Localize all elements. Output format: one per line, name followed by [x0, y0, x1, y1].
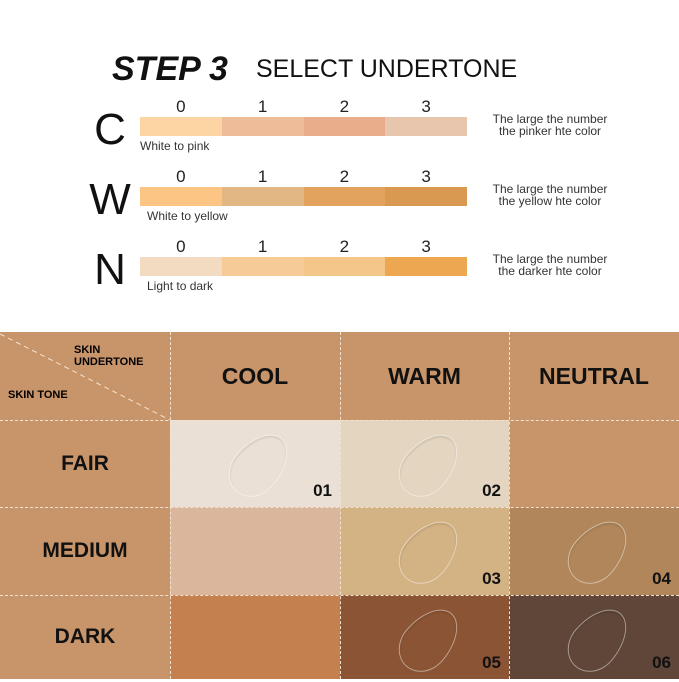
- undertone-letter: C: [94, 105, 126, 154]
- swatch-smear: [557, 597, 639, 682]
- color-scale-bar: [140, 187, 467, 206]
- scale-caption: White to pink: [140, 139, 210, 153]
- undertone-letter: N: [94, 245, 126, 294]
- swatch-smear: [218, 422, 300, 508]
- shade-cell: [170, 595, 340, 679]
- shade-cell[interactable]: 04: [509, 507, 679, 595]
- grid-divider: [0, 420, 679, 421]
- column-header: WARM: [388, 362, 461, 389]
- scale-number: 1: [257, 237, 268, 256]
- corner-skintone-label: SKIN TONE: [8, 389, 68, 401]
- row-header: MEDIUM: [42, 539, 128, 562]
- row-header: DARK: [54, 625, 116, 648]
- scale-number: 1: [257, 167, 268, 186]
- swatch-smear: [388, 422, 470, 508]
- column-header: COOL: [221, 362, 289, 389]
- scale-note: The large the number the pinker hte color: [486, 113, 614, 137]
- scale-number: 2: [339, 237, 350, 256]
- scale-segment: [303, 257, 386, 276]
- note-line: The large the number: [492, 182, 608, 196]
- shade-cell[interactable]: 06: [509, 595, 679, 682]
- scale-number: 2: [339, 97, 350, 116]
- scale-segment: [140, 187, 222, 206]
- scale-numbers: 0 1 2 3: [140, 237, 467, 257]
- scale-segment: [140, 117, 222, 136]
- color-scale-bar: [140, 117, 467, 136]
- note-line: The large the number: [492, 112, 608, 126]
- step-label: STEP 3: [112, 50, 228, 88]
- scale-number: 2: [339, 167, 350, 186]
- scale-note: The large the number the yellow hte color: [486, 183, 614, 207]
- scale-number: 0: [176, 167, 186, 186]
- shade-matrix: SKIN UNDERTONE SKIN TONE COOL WARM NEUTRAL…: [0, 332, 679, 682]
- section-title: SELECT UNDERTONE: [256, 55, 518, 83]
- shade-number: 04: [652, 569, 671, 588]
- scale-number: 3: [421, 97, 431, 116]
- shade-number: 01: [313, 481, 332, 500]
- grid-divider: [0, 507, 679, 508]
- undertone-letter: W: [89, 175, 131, 224]
- color-scale-bar: [140, 257, 467, 276]
- grid-divider: [0, 595, 679, 596]
- corner-undertone-label: SKIN UNDERTONE: [74, 344, 144, 368]
- scale-caption: Light to dark: [147, 279, 214, 293]
- note-line: the yellow hte color: [498, 194, 602, 208]
- scale-segment: [221, 187, 304, 206]
- note-line: The large the number: [492, 252, 608, 266]
- shade-number: 05: [482, 653, 501, 672]
- scale-number: 1: [257, 97, 268, 116]
- scale-note: The large the number the darker hte color: [486, 253, 614, 277]
- shade-number: 06: [652, 653, 671, 672]
- note-line: the darker hte color: [498, 264, 602, 278]
- shade-cell[interactable]: 03: [340, 507, 509, 595]
- scale-segment: [221, 117, 304, 136]
- shade-cell[interactable]: 05: [340, 595, 509, 682]
- scale-caption: White to yellow: [147, 209, 228, 223]
- scale-segment: [303, 117, 386, 136]
- scale-number: 0: [176, 97, 186, 116]
- scale-numbers: 0 1 2 3: [140, 97, 467, 117]
- shade-number: 02: [482, 481, 501, 500]
- scale-segment: [303, 187, 386, 206]
- scale-segment: [385, 187, 467, 206]
- scale-segment: [385, 257, 467, 276]
- scale-segment: [221, 257, 304, 276]
- shade-cell[interactable]: 01: [170, 420, 340, 508]
- grid-divider: [340, 332, 341, 679]
- scale-numbers: 0 1 2 3: [140, 167, 467, 187]
- swatch-smear: [388, 509, 470, 595]
- grid-divider: [170, 332, 171, 679]
- grid-divider: [509, 332, 510, 679]
- swatch-smear: [388, 597, 470, 682]
- scale-segment: [385, 117, 467, 136]
- scale-segment: [140, 257, 222, 276]
- note-line: the pinker hte color: [498, 124, 602, 138]
- scale-number: 0: [176, 237, 186, 256]
- swatch-smear: [557, 509, 639, 595]
- scale-number: 3: [421, 237, 431, 256]
- shade-cell[interactable]: 02: [340, 420, 509, 508]
- shade-cell: [509, 420, 679, 507]
- shade-number: 03: [482, 569, 501, 588]
- scale-number: 3: [421, 167, 431, 186]
- corner-diagonal: [0, 333, 170, 420]
- row-header: FAIR: [61, 451, 109, 475]
- column-header: NEUTRAL: [539, 362, 649, 389]
- shade-cell: [170, 507, 340, 595]
